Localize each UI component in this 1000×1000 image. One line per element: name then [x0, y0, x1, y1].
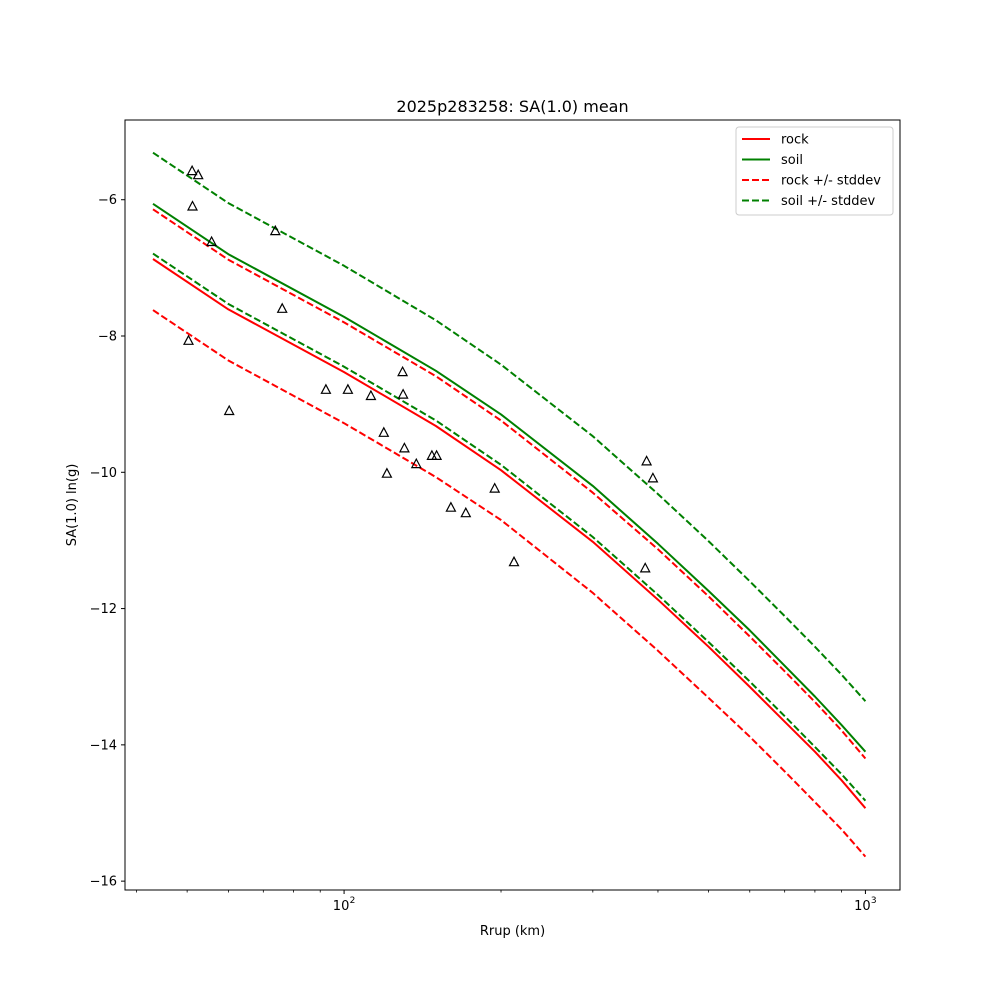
series-line-2	[152, 309, 867, 858]
x-tick-label: 10	[854, 899, 871, 914]
y-tick-label: −6	[98, 193, 117, 208]
observation-marker-9	[342, 383, 354, 394]
y-tick-label: −16	[90, 875, 117, 890]
x-tick-exponent: 2	[350, 896, 356, 906]
observation-marker-15	[398, 442, 410, 453]
observation-marker-22	[508, 555, 520, 567]
legend-label: soil +/- stddev	[781, 194, 876, 209]
observation-marker-13	[397, 365, 409, 377]
legend-label: soil	[781, 153, 803, 168]
series-line-3	[152, 208, 867, 760]
observation-marker-14	[397, 388, 409, 399]
plot-frame	[124, 119, 901, 891]
observation-marker-20	[460, 506, 472, 518]
observation-marker-11	[378, 426, 390, 437]
y-tick-label: −10	[90, 466, 117, 481]
observation-marker-16	[410, 457, 422, 469]
observation-marker-10	[365, 389, 377, 401]
observation-marker-1	[192, 168, 204, 180]
observation-marker-12	[381, 467, 393, 478]
observation-marker-0	[186, 164, 198, 176]
observation-marker-7	[276, 302, 288, 313]
y-axis-label: SA(1.0) ln(g)	[65, 464, 80, 547]
observation-marker-21	[489, 482, 501, 493]
x-tick-label: 10	[333, 899, 350, 914]
observation-marker-8	[320, 383, 332, 394]
legend: rock soil rock +/- stddev soil +/- stddev	[735, 126, 894, 216]
observation-marker-5	[223, 404, 235, 416]
x-axis-label: Rrup (km)	[480, 924, 545, 939]
y-tick-label: −14	[90, 738, 117, 753]
observation-marker-19	[445, 501, 457, 512]
observation-marker-25	[647, 472, 659, 483]
series-line-4	[152, 151, 867, 702]
legend-frame	[735, 126, 894, 216]
x-tick-exponent: 3	[871, 896, 877, 906]
observation-marker-6	[269, 224, 281, 236]
series-line-5	[152, 252, 867, 802]
y-tick-label: −12	[90, 602, 117, 617]
observation-marker-18	[431, 449, 443, 460]
observation-marker-23	[639, 562, 651, 573]
observation-marker-24	[641, 455, 653, 466]
legend-label: rock +/- stddev	[781, 174, 881, 189]
y-tick-label: −8	[98, 330, 117, 345]
series-line-0	[152, 258, 867, 809]
chart-title: 2025p283258: SA(1.0) mean	[396, 97, 628, 116]
legend-label: rock	[781, 133, 809, 148]
observation-marker-4	[183, 334, 194, 345]
observation-marker-3	[206, 235, 218, 247]
observation-marker-2	[187, 200, 198, 211]
series-line-1	[152, 202, 867, 753]
